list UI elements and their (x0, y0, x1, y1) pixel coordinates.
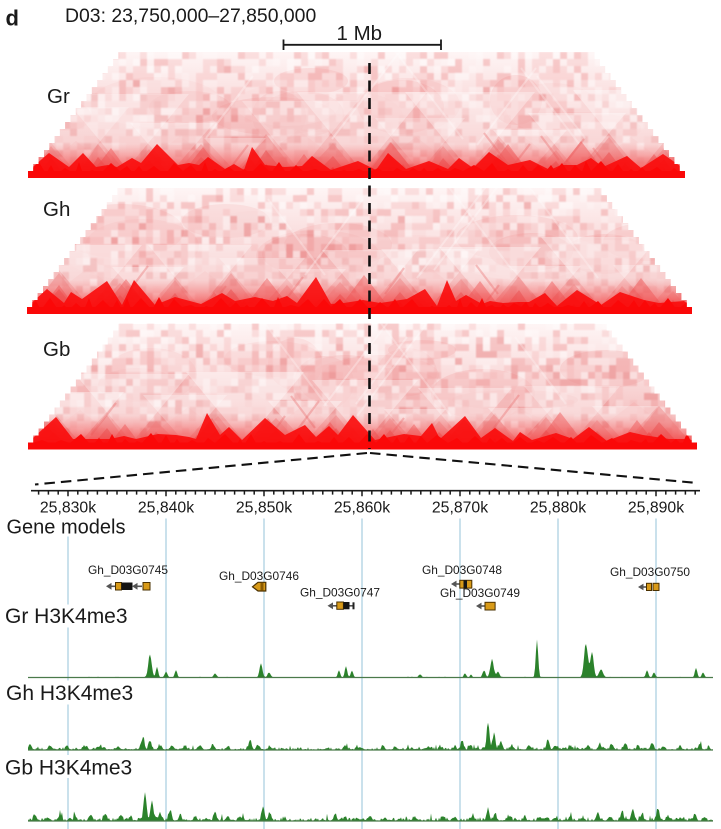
svg-text:Gr H3K4me3: Gr H3K4me3 (5, 605, 128, 628)
svg-text:25,860k: 25,860k (334, 500, 390, 517)
svg-text:25,890k: 25,890k (628, 500, 684, 517)
svg-text:Gb H3K4me3: Gb H3K4me3 (5, 757, 132, 780)
svg-text:1 Mb: 1 Mb (337, 22, 383, 45)
svg-text:Gh: Gh (43, 198, 70, 221)
svg-text:25,830k: 25,830k (40, 500, 96, 517)
svg-text:Gh_D03G0747: Gh_D03G0747 (300, 586, 380, 600)
svg-text:Gb: Gb (43, 338, 70, 361)
svg-text:25,850k: 25,850k (236, 500, 292, 517)
svg-text:Gh H3K4me3: Gh H3K4me3 (6, 682, 133, 705)
svg-text:Gr: Gr (47, 85, 70, 108)
svg-text:Gene models: Gene models (7, 517, 126, 539)
svg-text:25,840k: 25,840k (138, 500, 194, 517)
svg-text:Gh_D03G0748: Gh_D03G0748 (422, 563, 502, 577)
svg-text:Gh_D03G0750: Gh_D03G0750 (610, 565, 690, 579)
svg-text:D03: 23,750,000–27,850,000: D03: 23,750,000–27,850,000 (65, 5, 316, 27)
svg-text:Gh_D03G0746: Gh_D03G0746 (219, 569, 299, 583)
svg-text:d: d (6, 6, 19, 31)
svg-text:Gh_D03G0749: Gh_D03G0749 (440, 586, 520, 600)
svg-text:Gh_D03G0745: Gh_D03G0745 (88, 563, 168, 577)
svg-text:25,880k: 25,880k (530, 500, 586, 517)
svg-text:25,870k: 25,870k (432, 500, 488, 517)
